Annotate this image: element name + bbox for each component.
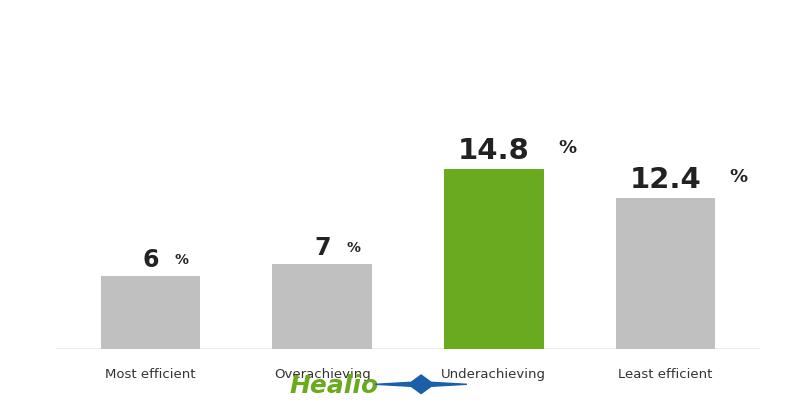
Text: %: % [174, 253, 188, 267]
Text: Least efficient: Least efficient [618, 368, 713, 381]
Text: Adjusted in-hospital mortality based on: Adjusted in-hospital mortality based on [190, 33, 610, 52]
Text: Healio: Healio [290, 374, 379, 398]
Bar [444, 169, 544, 349]
Text: %: % [346, 241, 360, 255]
Bar [616, 198, 715, 349]
Text: Overachieving: Overachieving [274, 368, 370, 381]
Text: 7: 7 [314, 236, 330, 260]
Polygon shape [375, 375, 467, 394]
Text: %: % [730, 168, 748, 186]
Text: Underachieving: Underachieving [442, 368, 546, 381]
Bar [101, 276, 200, 349]
Text: 14.8: 14.8 [458, 137, 530, 165]
Text: 6: 6 [142, 248, 158, 272]
Bar [272, 264, 372, 349]
Text: 12.4: 12.4 [630, 166, 702, 194]
Text: ICU performance before the pandemic:: ICU performance before the pandemic: [194, 82, 606, 101]
Text: Most efficient: Most efficient [105, 368, 196, 381]
Text: %: % [558, 139, 576, 157]
